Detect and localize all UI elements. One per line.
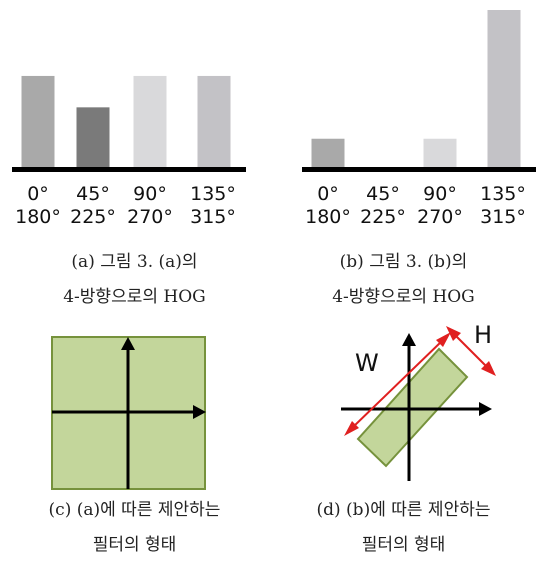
chart-b bbox=[302, 10, 536, 172]
bar bbox=[197, 75, 231, 167]
caption-line: 필터의 형태 bbox=[92, 535, 177, 555]
tick-label-line: 0° bbox=[27, 183, 49, 205]
tick-label-line: 225° bbox=[360, 206, 406, 228]
width-arrowhead-start bbox=[344, 421, 359, 436]
tick-label: 135° 315° bbox=[178, 183, 248, 229]
tick-label: 90° 270° bbox=[405, 183, 475, 229]
tick-label-line: 45° bbox=[366, 183, 400, 205]
tick-label: 135° 315° bbox=[468, 183, 538, 229]
tick-label-line: 270° bbox=[127, 206, 173, 228]
bar bbox=[133, 75, 167, 167]
caption-line: (b) 그림 3. (b)의 bbox=[339, 252, 468, 272]
caption-d: (d) (b)에 따른 제안하는 필터의 형태 bbox=[269, 500, 538, 556]
tick-label: 45° 225° bbox=[348, 183, 418, 229]
tick-label: 90° 270° bbox=[115, 183, 185, 229]
tick-label: 45° 225° bbox=[58, 183, 128, 229]
caption-line: (d) (b)에 따른 제안하는 bbox=[316, 500, 491, 520]
height-arrow bbox=[453, 333, 489, 369]
bar bbox=[21, 75, 55, 167]
y-axis-arrowhead bbox=[121, 337, 135, 350]
tick-label-line: 270° bbox=[417, 206, 463, 228]
caption-c: (c) (a)에 따른 제안하는 필터의 형태 bbox=[0, 500, 269, 556]
tick-label: 0° 180° bbox=[3, 183, 73, 229]
y-axis-arrowhead bbox=[402, 333, 416, 346]
width-label: W bbox=[355, 349, 379, 377]
x-axis-arrowhead bbox=[193, 405, 206, 419]
chart-a bbox=[12, 75, 246, 172]
bar bbox=[423, 138, 457, 167]
height-arrowhead-start bbox=[446, 326, 461, 341]
filter-diagram-c bbox=[51, 336, 206, 490]
filter-diagram-d: W H bbox=[341, 321, 496, 481]
width-arrowhead-end bbox=[436, 332, 451, 347]
caption-line: (a) 그림 3. (a)의 bbox=[71, 252, 198, 272]
tick-label: 0° 180° bbox=[293, 183, 363, 229]
height-arrowhead-end bbox=[481, 361, 496, 376]
caption-a: (a) 그림 3. (a)의 4-방향으로의 HOG bbox=[0, 252, 269, 308]
bar bbox=[311, 138, 345, 167]
tick-label-line: 0° bbox=[317, 183, 339, 205]
tick-label-line: 315° bbox=[480, 206, 526, 228]
tick-label-line: 180° bbox=[305, 206, 351, 228]
tick-label-line: 90° bbox=[423, 183, 457, 205]
caption-line: 필터의 형태 bbox=[361, 535, 446, 555]
caption-line: (c) (a)에 따른 제안하는 bbox=[48, 500, 221, 520]
caption-line: 4-방향으로의 HOG bbox=[63, 287, 206, 307]
bar bbox=[487, 10, 521, 167]
tick-label-line: 90° bbox=[133, 183, 167, 205]
x-axis-arrowhead bbox=[479, 402, 492, 416]
tick-label-line: 135° bbox=[480, 183, 526, 205]
tick-label-line: 225° bbox=[70, 206, 116, 228]
height-label: H bbox=[474, 321, 492, 349]
width-arrow bbox=[351, 339, 444, 429]
caption-b: (b) 그림 3. (b)의 4-방향으로의 HOG bbox=[269, 252, 538, 308]
tick-label-line: 45° bbox=[76, 183, 110, 205]
tick-label-line: 180° bbox=[15, 206, 61, 228]
bar bbox=[76, 107, 110, 167]
tick-label-line: 135° bbox=[190, 183, 236, 205]
caption-line: 4-방향으로의 HOG bbox=[332, 287, 475, 307]
tick-label-line: 315° bbox=[190, 206, 236, 228]
